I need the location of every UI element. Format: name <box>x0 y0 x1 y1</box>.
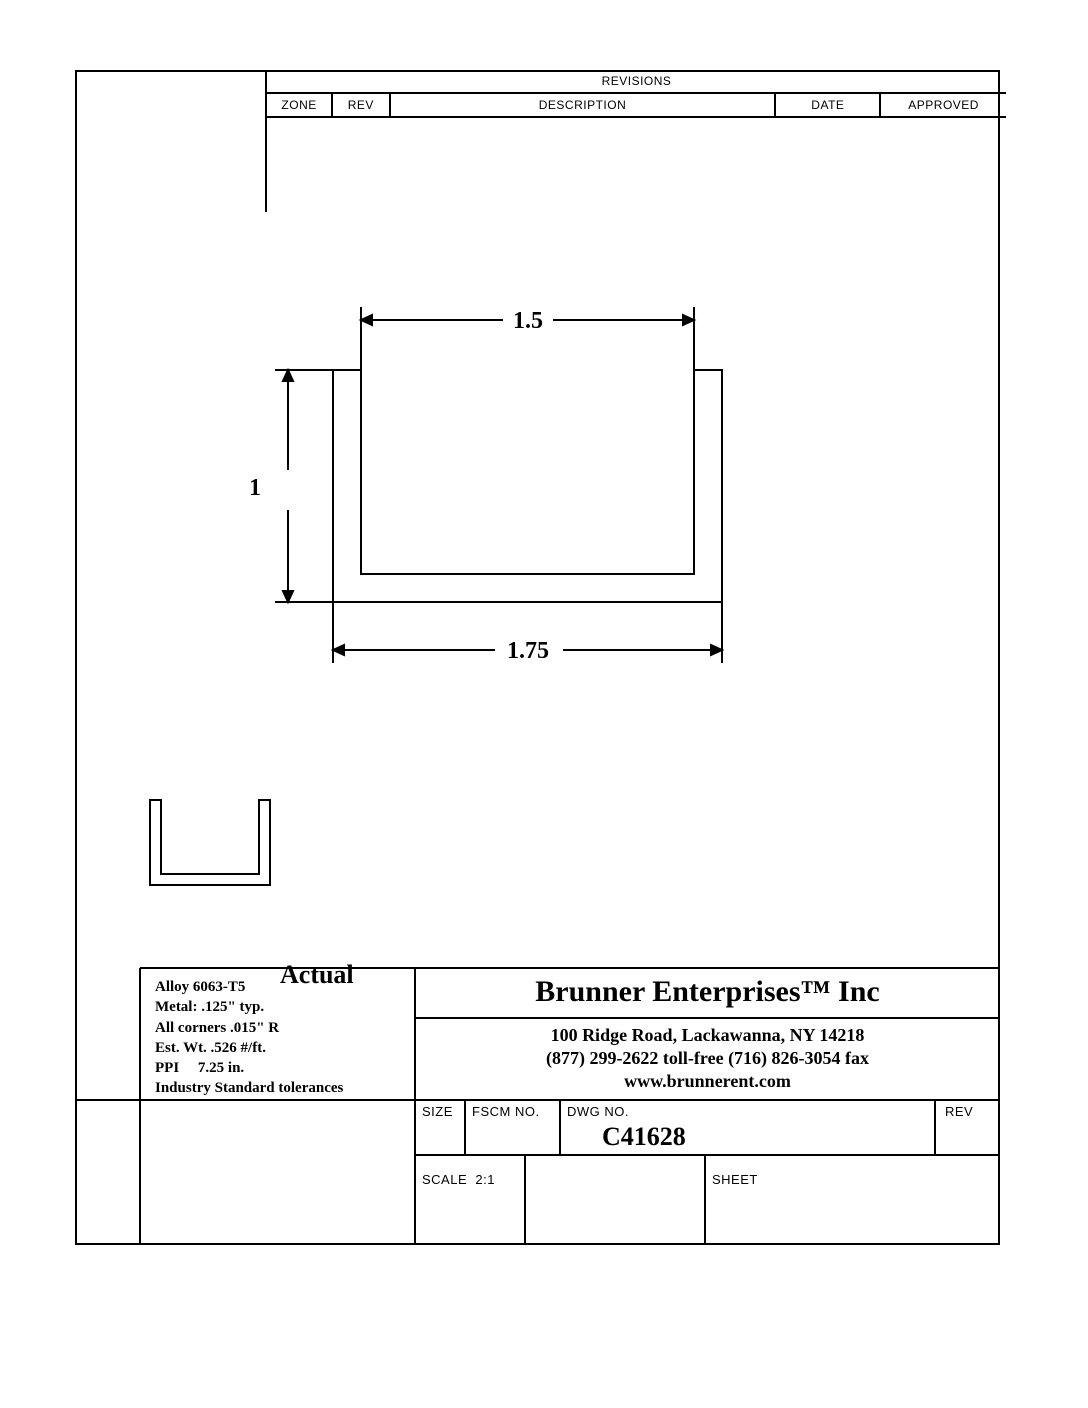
company-web: www.brunnerent.com <box>420 1071 995 1092</box>
note-alloy: Alloy 6063-T5 <box>155 977 343 997</box>
note-corners: All corners .015" R <box>155 1018 343 1038</box>
dim-top-label: 1.5 <box>513 308 543 334</box>
note-weight: Est. Wt. .526 #/ft. <box>155 1038 343 1058</box>
main-profile <box>333 370 722 602</box>
dim-bottom-label: 1.75 <box>507 638 549 664</box>
page: REVISIONS ZONE REV DESCRIPTION DATE APPR… <box>0 0 1088 1408</box>
company-phone: (877) 299-2622 toll-free (716) 826-3054 … <box>420 1048 995 1069</box>
notes-block: Alloy 6063-T5 Metal: .125" typ. All corn… <box>155 977 343 1099</box>
label-dwg: DWG NO. <box>567 1104 629 1119</box>
thumbnail-profile <box>150 800 270 885</box>
label-size: SIZE <box>422 1104 453 1119</box>
note-metal: Metal: .125" typ. <box>155 997 343 1017</box>
note-tolerances: Industry Standard tolerances <box>155 1078 343 1098</box>
label-scale: SCALE 2:1 <box>422 1172 495 1187</box>
label-sheet: SHEET <box>712 1172 758 1187</box>
note-ppi: PPI 7.25 in. <box>155 1058 343 1078</box>
label-fscm: FSCM NO. <box>472 1104 540 1119</box>
dwg-number: C41628 <box>602 1122 686 1152</box>
company-name: Brunner Enterprises™ Inc <box>420 975 995 1009</box>
label-rev: REV <box>945 1104 973 1119</box>
dim-left-label: 1 <box>249 475 261 501</box>
company-address: 100 Ridge Road, Lackawanna, NY 14218 <box>420 1025 995 1046</box>
dim-left <box>275 370 333 602</box>
